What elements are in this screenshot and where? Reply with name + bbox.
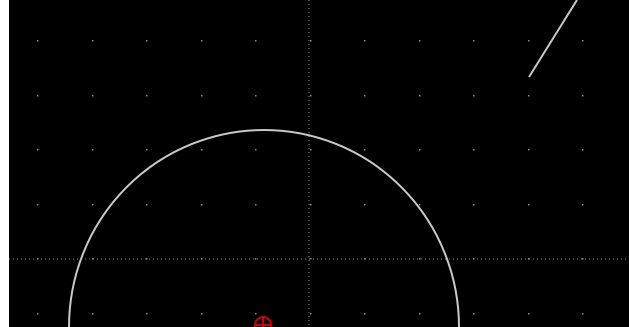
grid-dot [146, 204, 148, 206]
grid-dot [364, 258, 366, 260]
grid-dot [473, 313, 475, 315]
grid-dot [419, 149, 421, 151]
grid-dot [201, 40, 203, 42]
line-entity[interactable] [528, 0, 578, 78]
grid-dot [310, 313, 312, 315]
grid-dot [92, 258, 94, 260]
grid-dot [201, 149, 203, 151]
grid-dot [255, 313, 257, 315]
grid-dot [364, 204, 366, 206]
grid-dot [473, 95, 475, 97]
grid-dot [528, 40, 530, 42]
grid-dot [255, 149, 257, 151]
grid-dot [364, 149, 366, 151]
grid-dot [92, 95, 94, 97]
grid-dot [528, 149, 530, 151]
grid-dot [92, 313, 94, 315]
circle-crosshair-icon [254, 316, 272, 327]
grid-dot [582, 149, 584, 151]
grid-dot [201, 95, 203, 97]
grid-dot [92, 149, 94, 151]
grid-dot [37, 40, 39, 42]
grid-dot [37, 204, 39, 206]
grid-dot [419, 258, 421, 260]
grid-dot [582, 204, 584, 206]
grid-dot [364, 40, 366, 42]
grid-dot [582, 258, 584, 260]
grid-dot [92, 204, 94, 206]
canvas-svg[interactable] [9, 0, 629, 327]
grid-dot [92, 40, 94, 42]
grid-dot [146, 40, 148, 42]
grid-dot [419, 313, 421, 315]
grid-dot [37, 313, 39, 315]
grid-dot [528, 95, 530, 97]
grid-dot [37, 149, 39, 151]
grid-dot [582, 313, 584, 315]
grid-dot [528, 204, 530, 206]
grid-dot [201, 313, 203, 315]
grid-dot [310, 204, 312, 206]
grid-dot [310, 95, 312, 97]
grid-dots [37, 40, 584, 315]
grid-dot [582, 95, 584, 97]
grid-dot [582, 40, 584, 42]
grid-dot [419, 204, 421, 206]
grid-dot [310, 149, 312, 151]
grid-dot [528, 258, 530, 260]
grid-dot [255, 95, 257, 97]
grid-dot [364, 313, 366, 315]
drawing-canvas[interactable] [9, 0, 629, 327]
grid-dot [146, 149, 148, 151]
grid-dot [364, 95, 366, 97]
grid-dot [201, 204, 203, 206]
grid-dot [419, 40, 421, 42]
grid-dot [419, 95, 421, 97]
grid-dot [37, 95, 39, 97]
grid-dot [310, 40, 312, 42]
arc-entity[interactable] [68, 129, 460, 327]
grid-dot [255, 40, 257, 42]
grid-dot [528, 313, 530, 315]
grid-dot [473, 149, 475, 151]
grid-dot [255, 204, 257, 206]
grid-dot [146, 95, 148, 97]
grid-dot [473, 40, 475, 42]
grid-dot [146, 313, 148, 315]
grid-dot [255, 258, 257, 260]
grid-dot [310, 258, 312, 260]
grid-dot [146, 258, 148, 260]
grid-dot [473, 204, 475, 206]
